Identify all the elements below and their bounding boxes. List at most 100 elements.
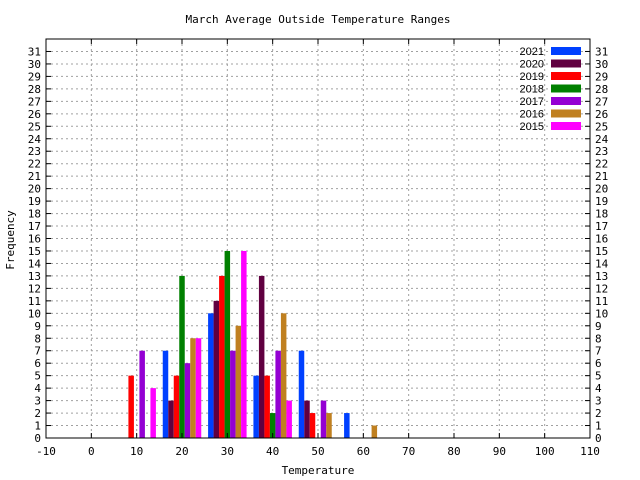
chart-title: March Average Outside Temperature Ranges	[186, 13, 451, 26]
y-tick-label: 13	[28, 270, 41, 283]
y-tick-label: 30	[28, 58, 41, 71]
y-tick-label-right: 31	[595, 45, 608, 58]
y-tick-label-right: 2	[595, 407, 602, 420]
y-tick-label: 29	[28, 70, 41, 83]
bar-2019	[128, 375, 134, 438]
y-tick-label-right: 24	[595, 133, 609, 146]
x-tick-label: 80	[447, 445, 460, 458]
bar-2018	[224, 250, 231, 438]
bar-2021	[208, 313, 214, 438]
y-tick-label: 24	[28, 133, 42, 146]
y-tick-label: 6	[34, 357, 41, 370]
y-tick-label-right: 6	[595, 357, 602, 370]
legend-swatch-2018	[551, 84, 581, 93]
y-tick-label: 23	[28, 145, 41, 158]
y-tick-label-right: 22	[595, 158, 608, 171]
x-tick-label: 90	[493, 445, 506, 458]
y-tick-label-right: 28	[595, 83, 608, 96]
bars	[128, 250, 378, 438]
y-tick-label: 5	[34, 370, 41, 383]
bar-2015	[286, 400, 292, 438]
y-tick-label-right: 30	[595, 58, 608, 71]
bar-2020	[258, 275, 265, 438]
bar-2016	[326, 413, 332, 438]
bar-2020	[213, 300, 220, 438]
y-tick-label: 27	[28, 95, 41, 108]
y-tick-label-right: 10	[595, 307, 608, 320]
grid	[46, 39, 590, 438]
x-tick-label: 40	[266, 445, 279, 458]
y-tick-label-right: 18	[595, 208, 608, 221]
y-tick-label-right: 29	[595, 70, 608, 83]
bar-2019	[309, 413, 316, 438]
bar-2016	[280, 313, 287, 438]
y-tick-label: 28	[28, 83, 41, 96]
y-tick-label: 17	[28, 220, 41, 233]
y-tick-label-right: 14	[595, 257, 609, 270]
x-tick-label: 60	[357, 445, 370, 458]
y-tick-label-right: 3	[595, 395, 602, 408]
x-tick-label: -10	[36, 445, 56, 458]
x-tick-label: 100	[535, 445, 555, 458]
y-tick-label: 22	[28, 158, 41, 171]
bar-2016	[190, 338, 196, 438]
y-tick-label: 15	[28, 245, 41, 258]
y-tick-label-right: 1	[595, 420, 602, 433]
y-tick-label: 4	[34, 382, 41, 395]
y-tick-label: 21	[28, 170, 41, 183]
y-tick-label: 31	[28, 45, 41, 58]
legend-label: 2019	[520, 71, 544, 83]
y-tick-label: 20	[28, 183, 41, 196]
y-tick-label-right: 13	[595, 270, 608, 283]
y-tick-label-right: 20	[595, 183, 608, 196]
legend-swatch-2017	[551, 97, 581, 105]
y-tick-label: 8	[34, 332, 41, 345]
y-tick-label-right: 0	[595, 432, 602, 445]
y-tick-label-right: 26	[595, 108, 608, 121]
x-tick-label: 0	[88, 445, 95, 458]
bar-2021	[253, 375, 259, 438]
y-tick-label-right: 17	[595, 220, 608, 233]
y-tick-label-right: 11	[595, 295, 608, 308]
bar-2021	[344, 413, 350, 438]
x-tick-label: 50	[311, 445, 324, 458]
y-tick-label-right: 9	[595, 320, 602, 333]
y-tick-label-right: 12	[595, 282, 608, 295]
legend-swatch-2016	[551, 109, 581, 118]
legend-swatch-2019	[551, 72, 581, 80]
legend-label: 2020	[520, 59, 544, 71]
y-tick-label-right: 15	[595, 245, 608, 258]
y-tick-label: 3	[34, 395, 41, 408]
legend-label: 2015	[520, 121, 544, 133]
bar-2020	[304, 400, 310, 438]
y-tick-label-right: 23	[595, 145, 608, 158]
bar-2015	[150, 388, 156, 438]
y-tick-label-right: 27	[595, 95, 608, 108]
bar-2017	[184, 363, 191, 438]
x-axis-label: Temperature	[282, 464, 355, 477]
y-tick-label: 16	[28, 233, 41, 246]
y-tick-label: 11	[28, 295, 41, 308]
y-axis-label: Frequency	[4, 210, 17, 270]
y-tick-label-right: 8	[595, 332, 602, 345]
bar-2017	[230, 350, 236, 438]
x-tick-label: 10	[130, 445, 143, 458]
legend-swatch-2021	[551, 47, 581, 55]
bar-2017	[275, 350, 281, 438]
bar-2019	[264, 375, 270, 438]
y-tick-label-right: 4	[595, 382, 602, 395]
y-tick-label: 0	[34, 432, 41, 445]
legend-label: 2021	[520, 46, 544, 58]
y-tick-label: 19	[28, 195, 41, 208]
bar-2017	[320, 400, 327, 438]
y-tick-label: 10	[28, 307, 41, 320]
y-tick-label: 9	[34, 320, 41, 333]
bar-2019	[219, 275, 225, 438]
bar-2021	[298, 350, 305, 438]
bar-2018	[179, 275, 185, 438]
x-tick-label: 110	[580, 445, 600, 458]
legend-label: 2017	[520, 96, 544, 108]
y-tick-label-right: 16	[595, 233, 608, 246]
